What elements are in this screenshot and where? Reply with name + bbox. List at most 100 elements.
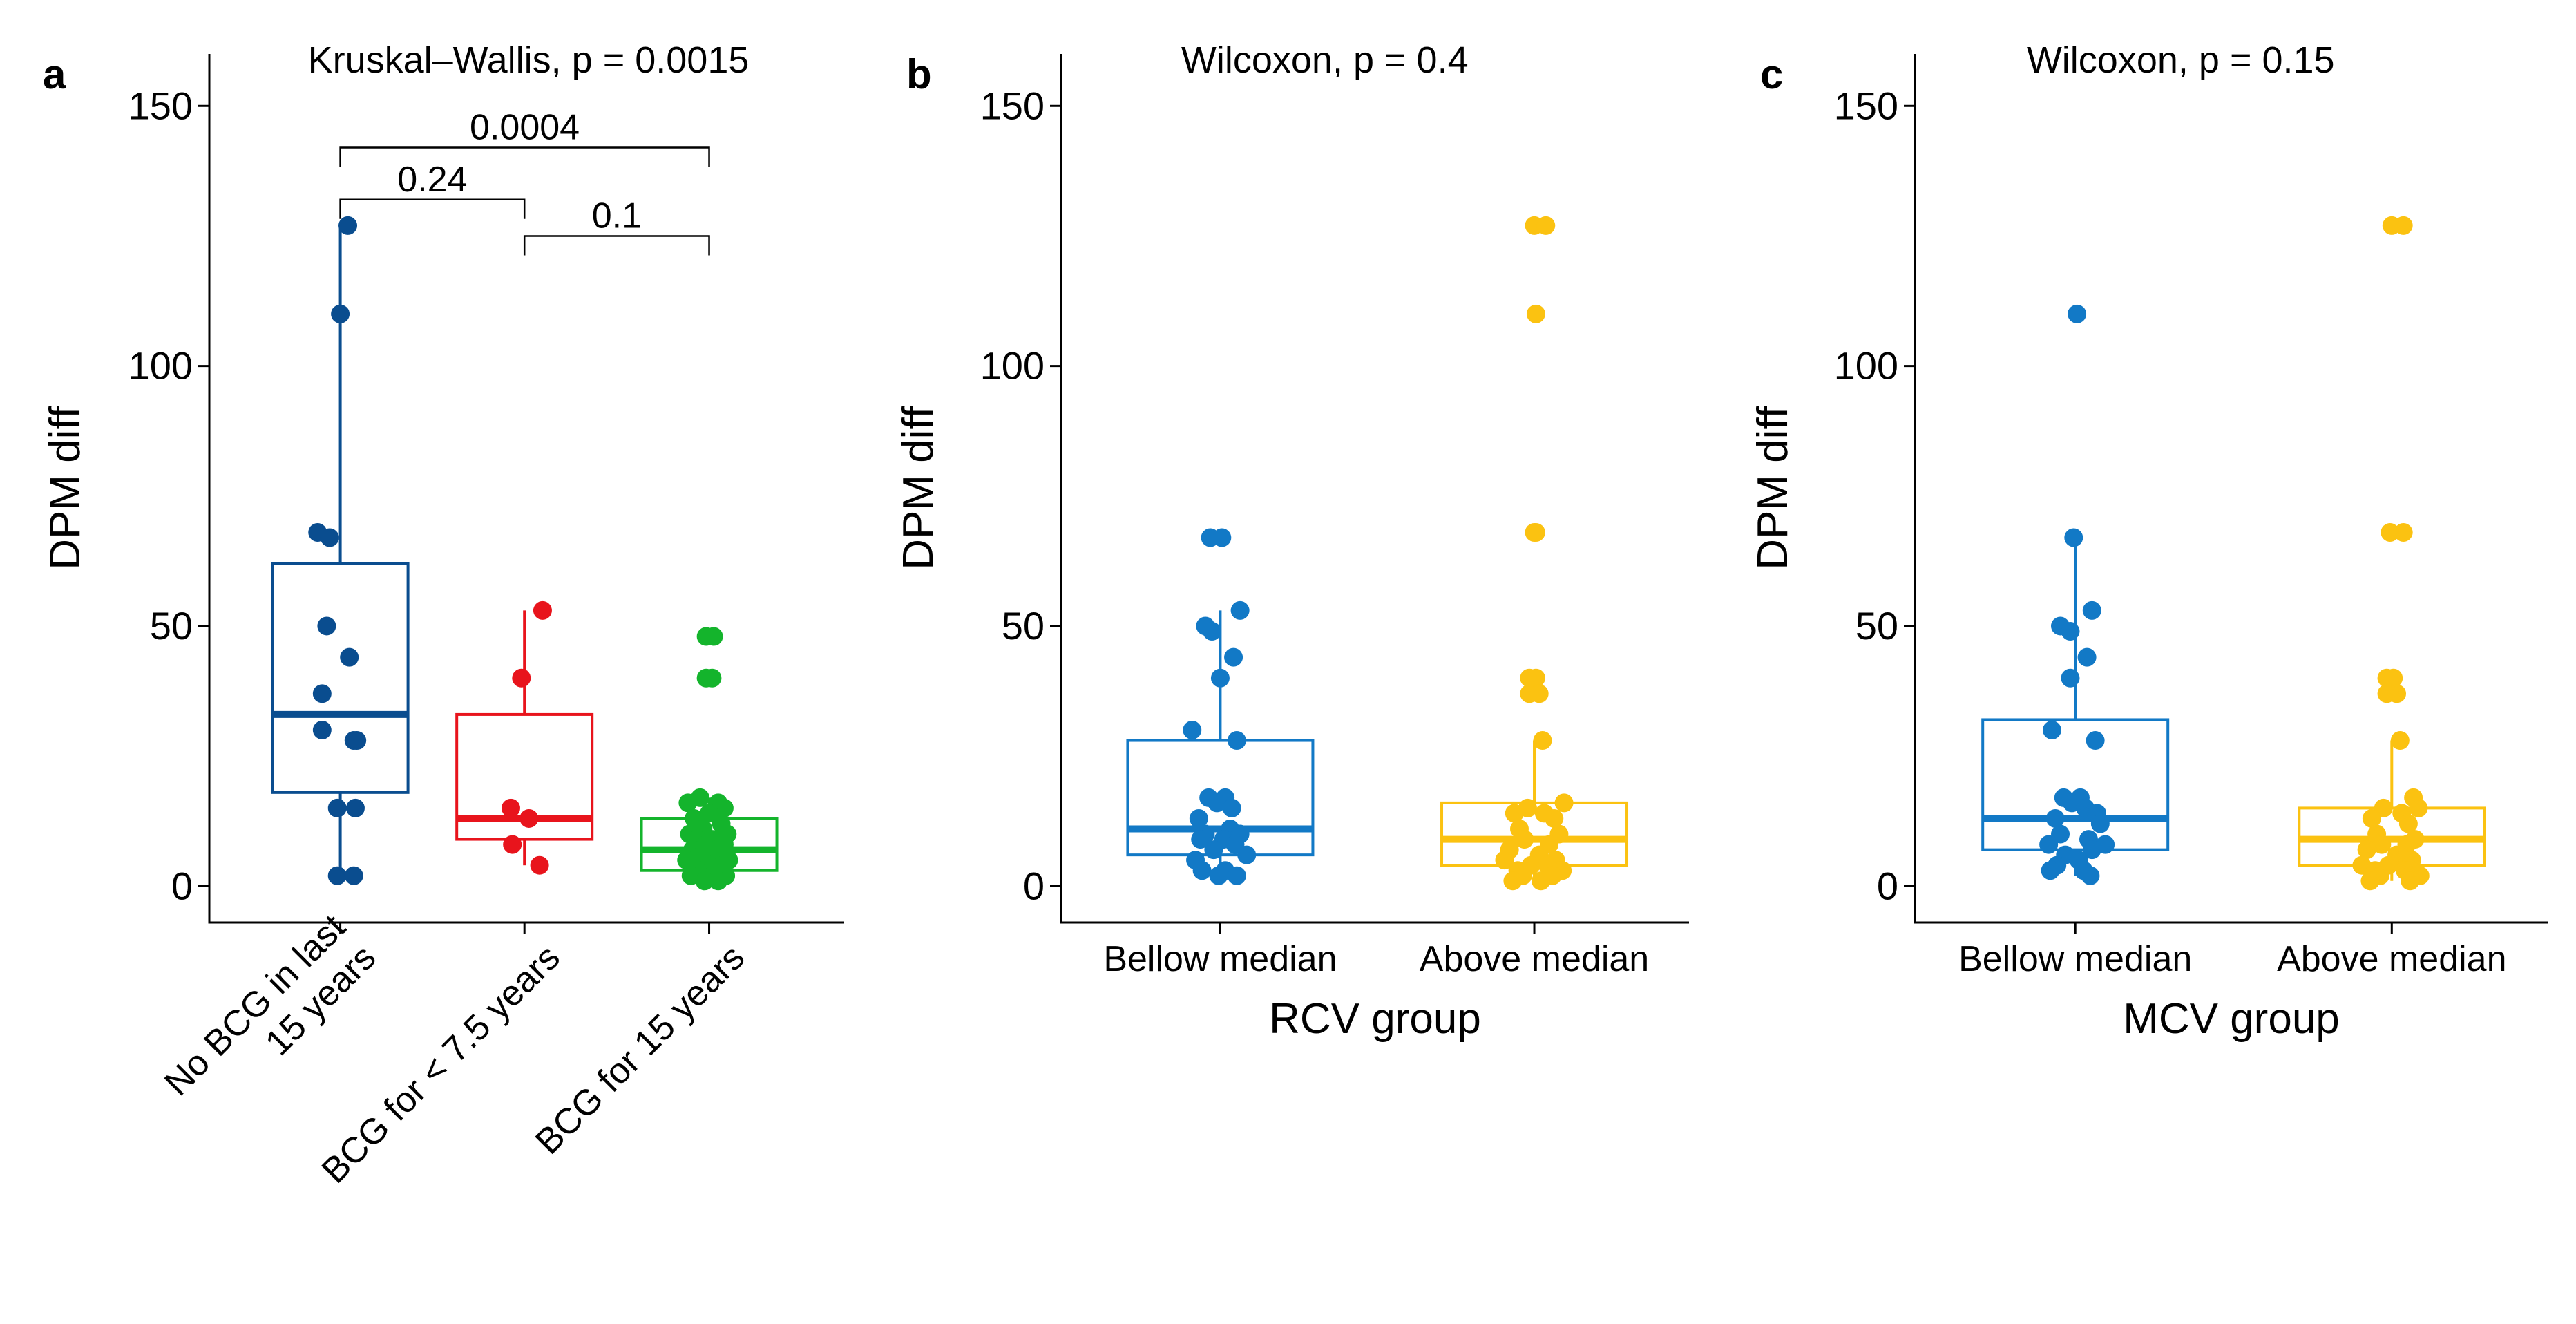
data-point	[501, 798, 520, 817]
y-tick-label: 50	[1855, 604, 1898, 647]
data-point	[1536, 216, 1556, 235]
panel-c-label: c	[1760, 51, 1783, 97]
data-point	[312, 721, 332, 740]
data-point	[1189, 808, 1208, 828]
data-point	[2409, 798, 2428, 817]
data-point	[1526, 304, 1545, 323]
data-point	[714, 798, 734, 817]
data-point	[533, 600, 552, 620]
test-result-label: Kruskal–Wallis, p = 0.0015	[308, 39, 750, 81]
data-point	[2082, 840, 2101, 860]
comparison-bracket	[523, 235, 710, 256]
data-point	[2068, 304, 2087, 323]
data-point	[1505, 804, 1524, 823]
data-point	[1209, 866, 1228, 885]
data-point	[2394, 522, 2413, 542]
box	[271, 562, 410, 794]
data-point	[2045, 808, 2065, 828]
panel-a-label: a	[43, 51, 66, 97]
data-point	[2090, 814, 2110, 833]
data-point	[1224, 647, 1243, 667]
data-point	[1533, 731, 1552, 750]
data-point	[2064, 528, 2083, 547]
x-axis-title: MCV group	[2123, 995, 2340, 1043]
y-tick-label: 100	[1834, 344, 1898, 388]
x-category-label: No BCG in last15 years	[157, 907, 383, 1133]
data-point	[340, 647, 359, 667]
y-tick-label: 100	[128, 344, 193, 388]
data-point	[1495, 851, 1514, 870]
data-point	[1503, 871, 1523, 891]
panel-a: a 0 50 100 150 DPM diff Kruskal–Wallis, p = 0…	[41, 39, 844, 1191]
data-point	[704, 627, 723, 646]
data-point	[695, 871, 714, 891]
box	[1981, 718, 2170, 851]
data-point	[2360, 871, 2380, 891]
data-point	[1532, 871, 1551, 891]
data-point	[317, 616, 336, 636]
data-point	[2398, 814, 2418, 833]
data-point	[1545, 808, 1564, 828]
data-point	[2401, 871, 2420, 891]
data-point	[320, 528, 339, 547]
x-category-label: Bellow median	[1958, 939, 2192, 979]
data-point	[2357, 840, 2376, 860]
data-point	[2362, 808, 2381, 828]
x-category-label: Bellow median	[1103, 939, 1337, 979]
data-point	[1191, 830, 1210, 849]
data-point	[1183, 721, 1202, 740]
data-point	[678, 793, 698, 813]
data-point	[2387, 684, 2407, 703]
data-point	[2077, 647, 2097, 667]
data-point	[2086, 731, 2105, 750]
data-point	[530, 855, 549, 875]
data-point	[1526, 522, 1545, 542]
comparison-bracket	[339, 198, 526, 219]
comparison-p-value: 0.1	[592, 196, 642, 236]
data-point	[709, 871, 728, 891]
y-tick-label: 0	[1877, 864, 1898, 907]
panel-b: b 0 50 100 150 DPM diff Wilcoxon, p = 0.4 Bell…	[895, 39, 1689, 1043]
data-point	[1515, 830, 1534, 849]
data-point	[1227, 866, 1246, 885]
data-point	[347, 731, 367, 750]
data-point	[519, 808, 539, 828]
data-point	[503, 835, 522, 854]
test-result-label: Wilcoxon, p = 0.15	[2027, 39, 2335, 81]
y-tick-label: 150	[980, 84, 1044, 127]
data-point	[1237, 845, 1257, 864]
y-tick-label: 150	[128, 84, 193, 127]
test-result-label: Wilcoxon, p = 0.4	[1181, 39, 1469, 81]
data-point	[331, 304, 350, 323]
data-point	[2394, 216, 2413, 235]
data-point	[2041, 861, 2060, 880]
data-point	[700, 804, 719, 823]
x-category-label: Above median	[1420, 939, 1649, 979]
data-point	[1202, 621, 1221, 641]
panel-b-label: b	[906, 51, 932, 97]
data-point	[2384, 668, 2403, 688]
data-point	[2039, 835, 2059, 854]
comparison-bracket	[339, 146, 710, 167]
y-tick-label: 150	[1834, 84, 1898, 127]
data-point	[344, 866, 363, 885]
y-tick-label: 0	[171, 864, 193, 907]
y-axis-title: DPM diff	[895, 406, 942, 569]
y-axis-title: DPM diff	[41, 406, 89, 569]
y-tick-label: 50	[150, 604, 193, 647]
data-point	[1210, 668, 1230, 688]
data-point	[2390, 731, 2410, 750]
panel-c: c 0 50 100 150 DPM diff Wilcoxon, p = 0.15 Bel…	[1749, 39, 2548, 1043]
data-point	[1192, 861, 1212, 880]
data-point	[312, 684, 332, 703]
comparison-p-value: 0.0004	[470, 107, 580, 147]
data-point	[2081, 866, 2100, 885]
data-point	[2042, 721, 2061, 740]
y-tick-label: 50	[1002, 604, 1044, 647]
x-category-label: Above median	[2277, 939, 2506, 979]
data-point	[1227, 731, 1246, 750]
data-point	[1554, 793, 1574, 813]
data-point	[1230, 600, 1250, 620]
data-point	[2061, 621, 2080, 641]
